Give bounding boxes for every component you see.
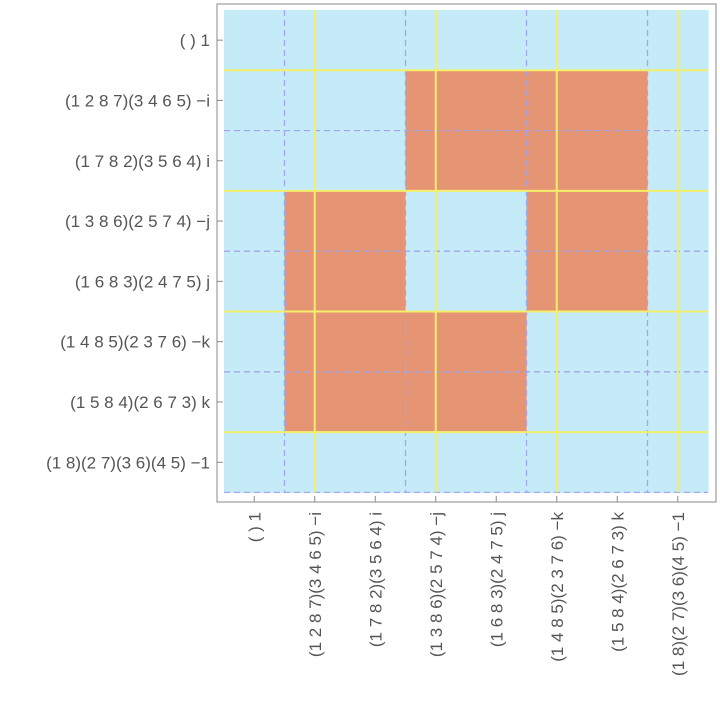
col-label-2: (1 7 8 2)(3 5 6 4) i (366, 512, 385, 647)
heatmap-cell-r0-c2 (345, 10, 407, 71)
column-labels: ( ) 1 (1 2 8 7)(3 4 6 5) −i (1 7 8 2)(3 5 … (245, 512, 688, 676)
heatmap-cell-r4-c4 (466, 251, 528, 313)
row-labels: ( ) 1 (1 2 8 7)(3 4 6 5) −i (1 7 8 2)(3 5 … (46, 31, 210, 472)
heatmap-cell-r4-c0 (224, 251, 286, 313)
col-label-5: (1 4 8 5)(2 3 7 6) −k (548, 512, 567, 662)
cell-gridlines (224, 10, 708, 494)
heatmap-cell-r3-c0 (224, 190, 286, 252)
heatmap-cell-r1-c0 (224, 70, 286, 132)
heatmap-cell-r0-c0 (224, 10, 286, 71)
heatmap-cell-r4-c6 (587, 251, 649, 313)
block-gridlines (224, 10, 708, 493)
row-label-5: (1 4 8 5)(2 3 7 6) −k (60, 333, 210, 352)
heatmap-cell-r5-c4 (466, 311, 528, 373)
row-label-0: ( ) 1 (180, 31, 210, 50)
heatmap-cell-r7-c0 (224, 432, 286, 493)
heatmap-cell-r4-c2 (345, 251, 407, 313)
heatmap-cell-r7-c6 (587, 432, 649, 493)
heatmap-cell-r1-c6 (587, 70, 649, 132)
heatmap-cell-r2-c6 (587, 130, 649, 192)
heatmap-cell-r5-c2 (345, 311, 407, 373)
axis-ticks (217, 39, 679, 502)
row-label-1: (1 2 8 7)(3 4 6 5) −i (65, 91, 210, 110)
heatmap-cell-r6-c6 (587, 371, 649, 433)
heatmap-cell-r5-c6 (587, 311, 649, 373)
heatmap-cell-r2-c4 (466, 130, 528, 192)
col-label-4: (1 6 8 3)(2 4 7 5) j (487, 512, 506, 647)
heatmap-cell-r2-c2 (345, 130, 407, 192)
heatmap-cell-r6-c4 (466, 371, 528, 433)
heatmap-cell-r0-c4 (466, 10, 528, 71)
heatmap-cell-r7-c2 (345, 432, 407, 493)
heatmap-cell-r1-c4 (466, 70, 528, 132)
col-label-0: ( ) 1 (245, 512, 264, 542)
heatmap-cell-r6-c2 (345, 371, 407, 433)
heatmap-cell-r3-c6 (587, 190, 649, 252)
heatmap-cell-r6-c0 (224, 371, 286, 433)
heatmap-cell-r2-c0 (224, 130, 286, 192)
col-label-6: (1 5 8 4)(2 6 7 3) k (608, 512, 627, 652)
col-label-3: (1 3 8 6)(2 5 7 4) −j (427, 512, 446, 657)
col-label-7: (1 8)(2 7)(3 6)(4 5) −1 (669, 512, 688, 676)
heatmap-cell-r5-c0 (224, 311, 286, 373)
heatmap-cell-r3-c4 (466, 190, 528, 252)
row-label-7: (1 8)(2 7)(3 6)(4 5) −1 (46, 453, 210, 472)
heatmap-cell-r0-c6 (587, 10, 649, 71)
row-label-2: (1 7 8 2)(3 5 6 4) i (75, 152, 210, 171)
heatmap-cell-r3-c2 (345, 190, 407, 252)
row-label-3: (1 3 8 6)(2 5 7 4) −j (65, 212, 210, 231)
heatmap-cell-r1-c2 (345, 70, 407, 132)
heatmap-cell-r7-c4 (466, 432, 528, 493)
col-label-1: (1 2 8 7)(3 4 6 5) −i (306, 512, 325, 657)
row-label-6: (1 5 8 4)(2 6 7 3) k (70, 393, 210, 412)
row-label-4: (1 6 8 3)(2 4 7 5) j (75, 272, 210, 291)
